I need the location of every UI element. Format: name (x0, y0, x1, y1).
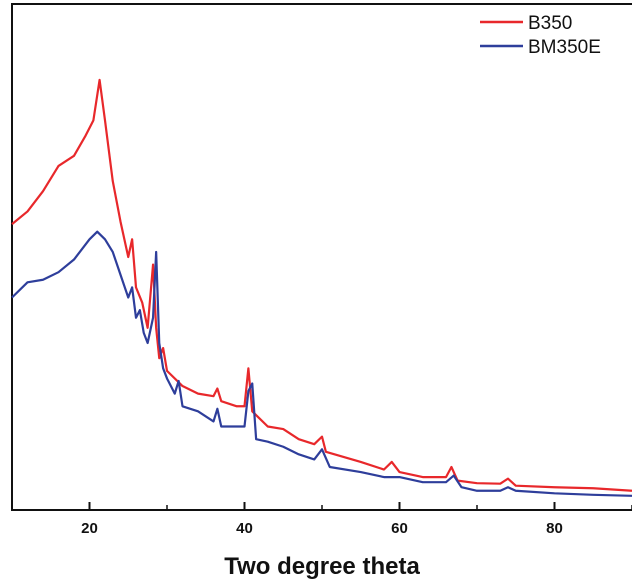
x-axis-title: Two degree theta (224, 553, 420, 580)
legend-label-b350: B350 (528, 13, 572, 34)
x-tick-label: 80 (546, 520, 563, 537)
legend-label-bm350e: BM350E (528, 37, 601, 58)
x-tick-label: 40 (236, 520, 253, 537)
series-line-b350 (11, 78, 632, 492)
plot-frame (11, 3, 632, 511)
x-axis-ticks: 20 40 60 80 (11, 502, 632, 537)
x-tick-label: 60 (391, 520, 408, 537)
x-tick-label: 20 (81, 520, 98, 537)
series-line-bm350e (11, 230, 632, 497)
series-lines (11, 78, 632, 497)
legend: B350 BM350E (480, 13, 601, 58)
